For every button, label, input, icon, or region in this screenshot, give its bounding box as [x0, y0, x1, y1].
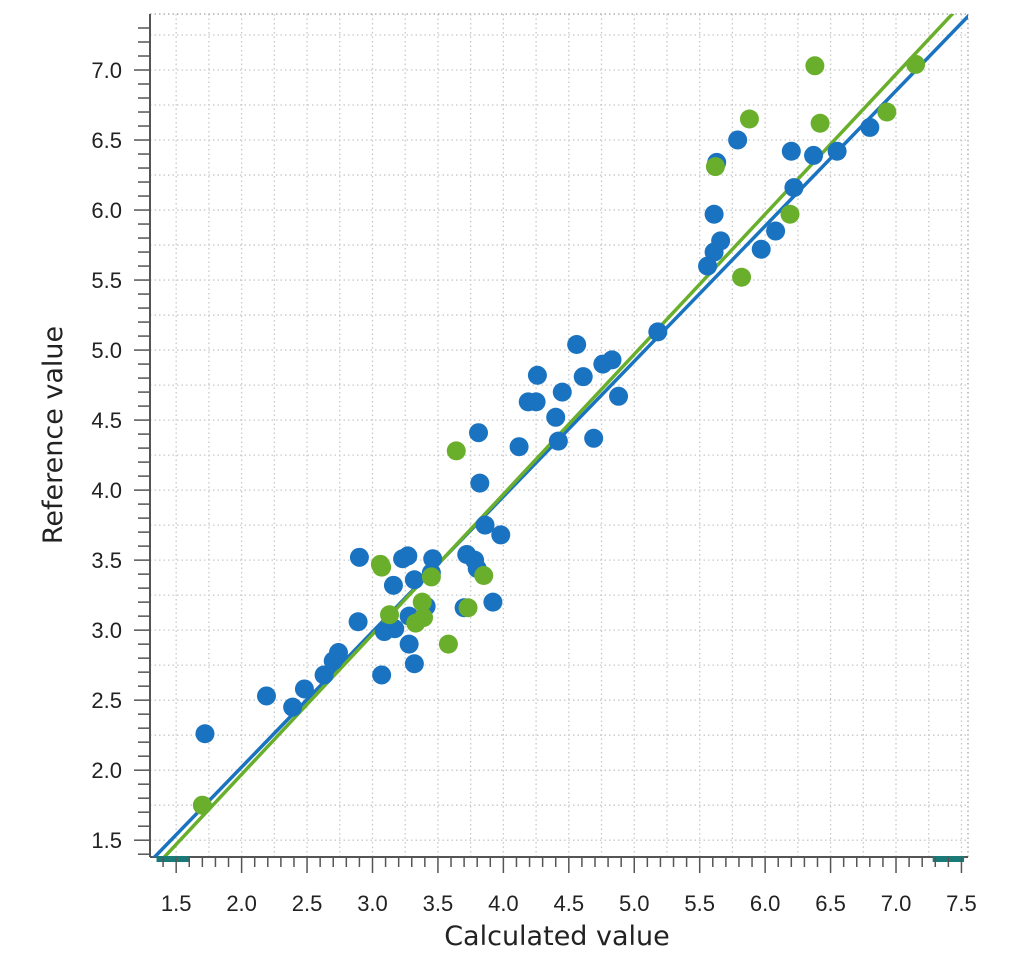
data-point-series-1 [398, 546, 418, 566]
data-point-series-1 [546, 407, 566, 427]
data-point-series-2 [810, 113, 830, 133]
data-point-series-2 [732, 267, 752, 287]
data-point-series-1 [475, 515, 495, 535]
data-point-series-2 [805, 56, 825, 76]
data-point-series-2 [780, 204, 800, 224]
data-point-series-1 [483, 592, 503, 612]
data-point-series-1 [781, 141, 801, 161]
x-tick-label: 6.0 [750, 891, 781, 916]
data-point-series-1 [491, 525, 511, 545]
data-point-series-1 [399, 634, 419, 654]
data-point-series-2 [380, 605, 400, 625]
data-point-series-1 [314, 665, 334, 685]
data-point-series-2 [906, 54, 926, 74]
y-tick-label: 4.5 [91, 408, 122, 433]
data-point-series-1 [256, 686, 276, 706]
data-point-series-1 [804, 145, 824, 165]
data-point-series-1 [552, 382, 572, 402]
data-point-series-1 [609, 386, 629, 406]
data-point-series-1 [827, 141, 847, 161]
data-point-series-2 [414, 608, 434, 628]
data-point-series-1 [766, 221, 786, 241]
data-point-series-1 [348, 612, 368, 632]
data-point-series-1 [860, 117, 880, 137]
y-tick-label: 5.5 [91, 268, 122, 293]
y-tick-label: 3.0 [91, 618, 122, 643]
data-point-series-1 [704, 204, 724, 224]
data-point-series-1 [349, 547, 369, 567]
data-point-series-1 [509, 437, 529, 457]
x-axis-title: Calculated value [444, 921, 670, 952]
data-point-series-1 [784, 178, 804, 198]
data-points [192, 54, 926, 815]
data-point-series-2 [446, 441, 466, 461]
data-point-series-1 [526, 392, 546, 412]
data-point-series-2 [192, 795, 212, 815]
data-point-series-1 [573, 367, 593, 387]
x-tick-label: 7.0 [881, 891, 912, 916]
data-point-series-1 [372, 665, 392, 685]
data-point-series-2 [474, 566, 494, 586]
data-point-series-2 [421, 567, 441, 587]
data-point-series-2 [412, 592, 432, 612]
tick-labels: 1.5 2.0 2.5 3.0 3.5 4.0 4.5 5.0 5.5 6.0 6.5 7.0 1.5 2… [91, 58, 976, 916]
ticks [134, 27, 963, 873]
x-tick-label: 5.5 [684, 891, 715, 916]
x-tick-label: 7.5 [946, 891, 977, 916]
data-point-series-1 [648, 322, 668, 342]
y-axis-title: Reference value [38, 326, 69, 544]
data-point-series-1 [383, 575, 403, 595]
x-tick-label: 4.5 [554, 891, 585, 916]
y-tick-label: 4.0 [91, 478, 122, 503]
data-point-series-1 [584, 428, 604, 448]
data-point-series-2 [877, 102, 897, 122]
data-point-series-1 [195, 724, 215, 744]
y-tick-label: 2.5 [91, 688, 122, 713]
y-tick-label: 3.5 [91, 548, 122, 573]
x-tick-label: 1.5 [161, 891, 192, 916]
data-point-series-2 [739, 109, 759, 129]
data-point-series-2 [372, 557, 392, 577]
data-point-series-1 [283, 697, 303, 717]
data-point-series-1 [423, 549, 443, 569]
data-point-series-1 [469, 423, 489, 443]
data-point-series-2 [705, 157, 725, 177]
data-point-series-1 [548, 431, 568, 451]
data-point-series-1 [567, 334, 587, 354]
x-tick-label: 3.5 [423, 891, 454, 916]
x-tick-label: 2.0 [226, 891, 257, 916]
x-tick-label: 5.0 [619, 891, 650, 916]
y-tick-label: 1.5 [91, 828, 122, 853]
x-tick-label: 6.5 [815, 891, 846, 916]
data-point-series-1 [470, 473, 490, 493]
data-point-series-1 [294, 679, 314, 699]
y-tick-label: 5.0 [91, 338, 122, 363]
data-point-series-1 [404, 570, 424, 590]
data-point-series-1 [751, 239, 771, 259]
y-tick-label: 6.5 [91, 128, 122, 153]
grid [150, 14, 968, 857]
y-tick-label: 2.0 [91, 758, 122, 783]
data-point-series-1 [728, 130, 748, 150]
x-tick-label: 3.0 [357, 891, 388, 916]
data-point-series-1 [328, 643, 348, 663]
data-point-series-2 [458, 598, 478, 618]
x-tick-label: 2.5 [292, 891, 323, 916]
data-point-series-1 [404, 654, 424, 674]
x-tick-label: 4.0 [488, 891, 519, 916]
data-point-series-1 [602, 350, 622, 370]
y-tick-label: 6.0 [91, 198, 122, 223]
y-tick-label: 7.0 [91, 58, 122, 83]
data-point-series-2 [438, 634, 458, 654]
data-point-series-1 [527, 365, 547, 385]
data-point-series-1 [711, 231, 731, 251]
